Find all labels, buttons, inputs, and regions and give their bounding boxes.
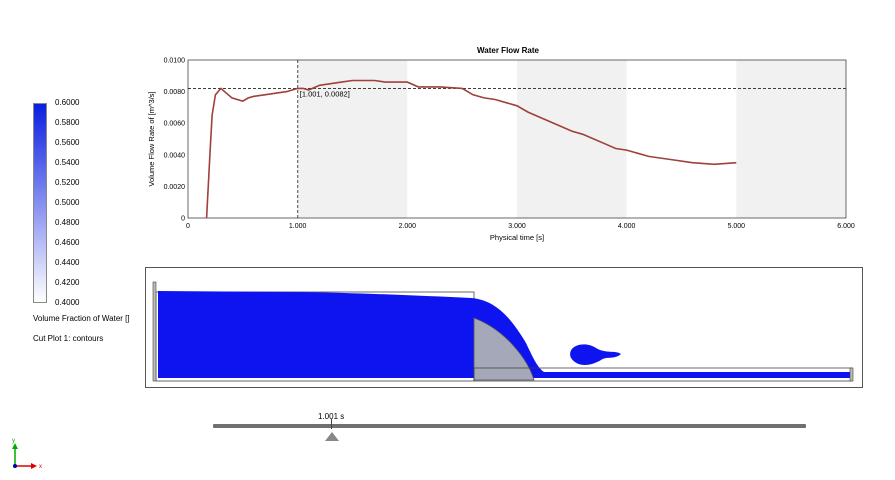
plot-band bbox=[517, 60, 627, 218]
y-tick-label: 0.0040 bbox=[164, 152, 186, 159]
timeline-track[interactable] bbox=[213, 424, 806, 428]
plot-band bbox=[736, 60, 846, 218]
legend-tick-label: 0.4000 bbox=[55, 298, 80, 307]
cursor-crosshair bbox=[188, 60, 846, 218]
x-tick-label: 3.000 bbox=[508, 223, 526, 230]
water-region bbox=[158, 291, 850, 378]
x-tick-label: 5.000 bbox=[728, 223, 746, 230]
axis-x-label: x bbox=[39, 464, 42, 470]
plot-background-bands bbox=[188, 60, 846, 218]
legend-tick-label: 0.4800 bbox=[55, 218, 80, 227]
simulation-viewport[interactable] bbox=[145, 267, 863, 388]
legend-tick-label: 0.5600 bbox=[55, 138, 80, 147]
axes-triad-icon: y x bbox=[12, 438, 42, 470]
series-line-water-flow bbox=[205, 79, 737, 219]
flow-rate-chart[interactable]: Water Flow Rate Volume Flow Rate of [m^3… bbox=[0, 0, 895, 260]
tank-left-wall bbox=[152, 281, 157, 382]
y-tick-label: 0 bbox=[181, 216, 185, 223]
legend-tick-label: 0.4200 bbox=[55, 278, 80, 287]
legend-tick-label: 0.4600 bbox=[55, 238, 80, 247]
plot-band bbox=[297, 60, 408, 218]
axis-y-label: y bbox=[12, 438, 15, 444]
y-axis-label: Volume Flow Rate of [m^3/s] bbox=[147, 91, 156, 186]
x-axis-label: Physical time [s] bbox=[490, 233, 544, 242]
axis-ticks: 0 1.000 2.000 3.000 4.000 5.000 6.000 0 0.0020 0.… bbox=[164, 58, 855, 231]
legend-tick-label: 0.4400 bbox=[55, 258, 80, 267]
x-tick-label: 6.000 bbox=[837, 223, 855, 230]
legend-caption-plot: Cut Plot 1: contours bbox=[33, 334, 104, 343]
y-tick-label: 0.0020 bbox=[164, 184, 186, 191]
y-tick-label: 0.0100 bbox=[164, 58, 186, 65]
x-tick-label: 0 bbox=[186, 223, 190, 230]
plot-band bbox=[407, 60, 517, 218]
chart-title: Water Flow Rate bbox=[477, 46, 539, 55]
plot-frame bbox=[187, 59, 847, 219]
obstacle-quarter-cylinder bbox=[473, 317, 535, 381]
color-legend-bar bbox=[33, 103, 47, 303]
timeline-current-marker bbox=[331, 419, 332, 429]
plot-band bbox=[626, 60, 737, 218]
y-tick-label: 0.0060 bbox=[164, 121, 186, 128]
x-tick-label: 4.000 bbox=[618, 223, 636, 230]
x-tick-label: 2.000 bbox=[399, 223, 417, 230]
y-tick-label: 0.0080 bbox=[164, 89, 186, 96]
legend-caption-variable: Volume Fraction of Water [] bbox=[33, 314, 130, 323]
water-splash-curl bbox=[570, 344, 621, 365]
legend-tick-label: 0.6000 bbox=[55, 98, 80, 107]
legend-tick-label: 0.5200 bbox=[55, 178, 80, 187]
plot-band bbox=[188, 60, 298, 218]
legend-tick-label: 0.5000 bbox=[55, 198, 80, 207]
cursor-readout: [1.001, 0.0082] bbox=[300, 89, 350, 98]
legend-tick-label: 0.5800 bbox=[55, 118, 80, 127]
timeline-slider-handle[interactable] bbox=[325, 432, 339, 441]
legend-tick-label: 0.5400 bbox=[55, 158, 80, 167]
x-tick-label: 1.000 bbox=[289, 223, 307, 230]
channel-right-wall bbox=[849, 367, 854, 382]
timeline-time-label: 1.001 s bbox=[318, 412, 345, 421]
water-simulation-graphic bbox=[152, 281, 854, 382]
